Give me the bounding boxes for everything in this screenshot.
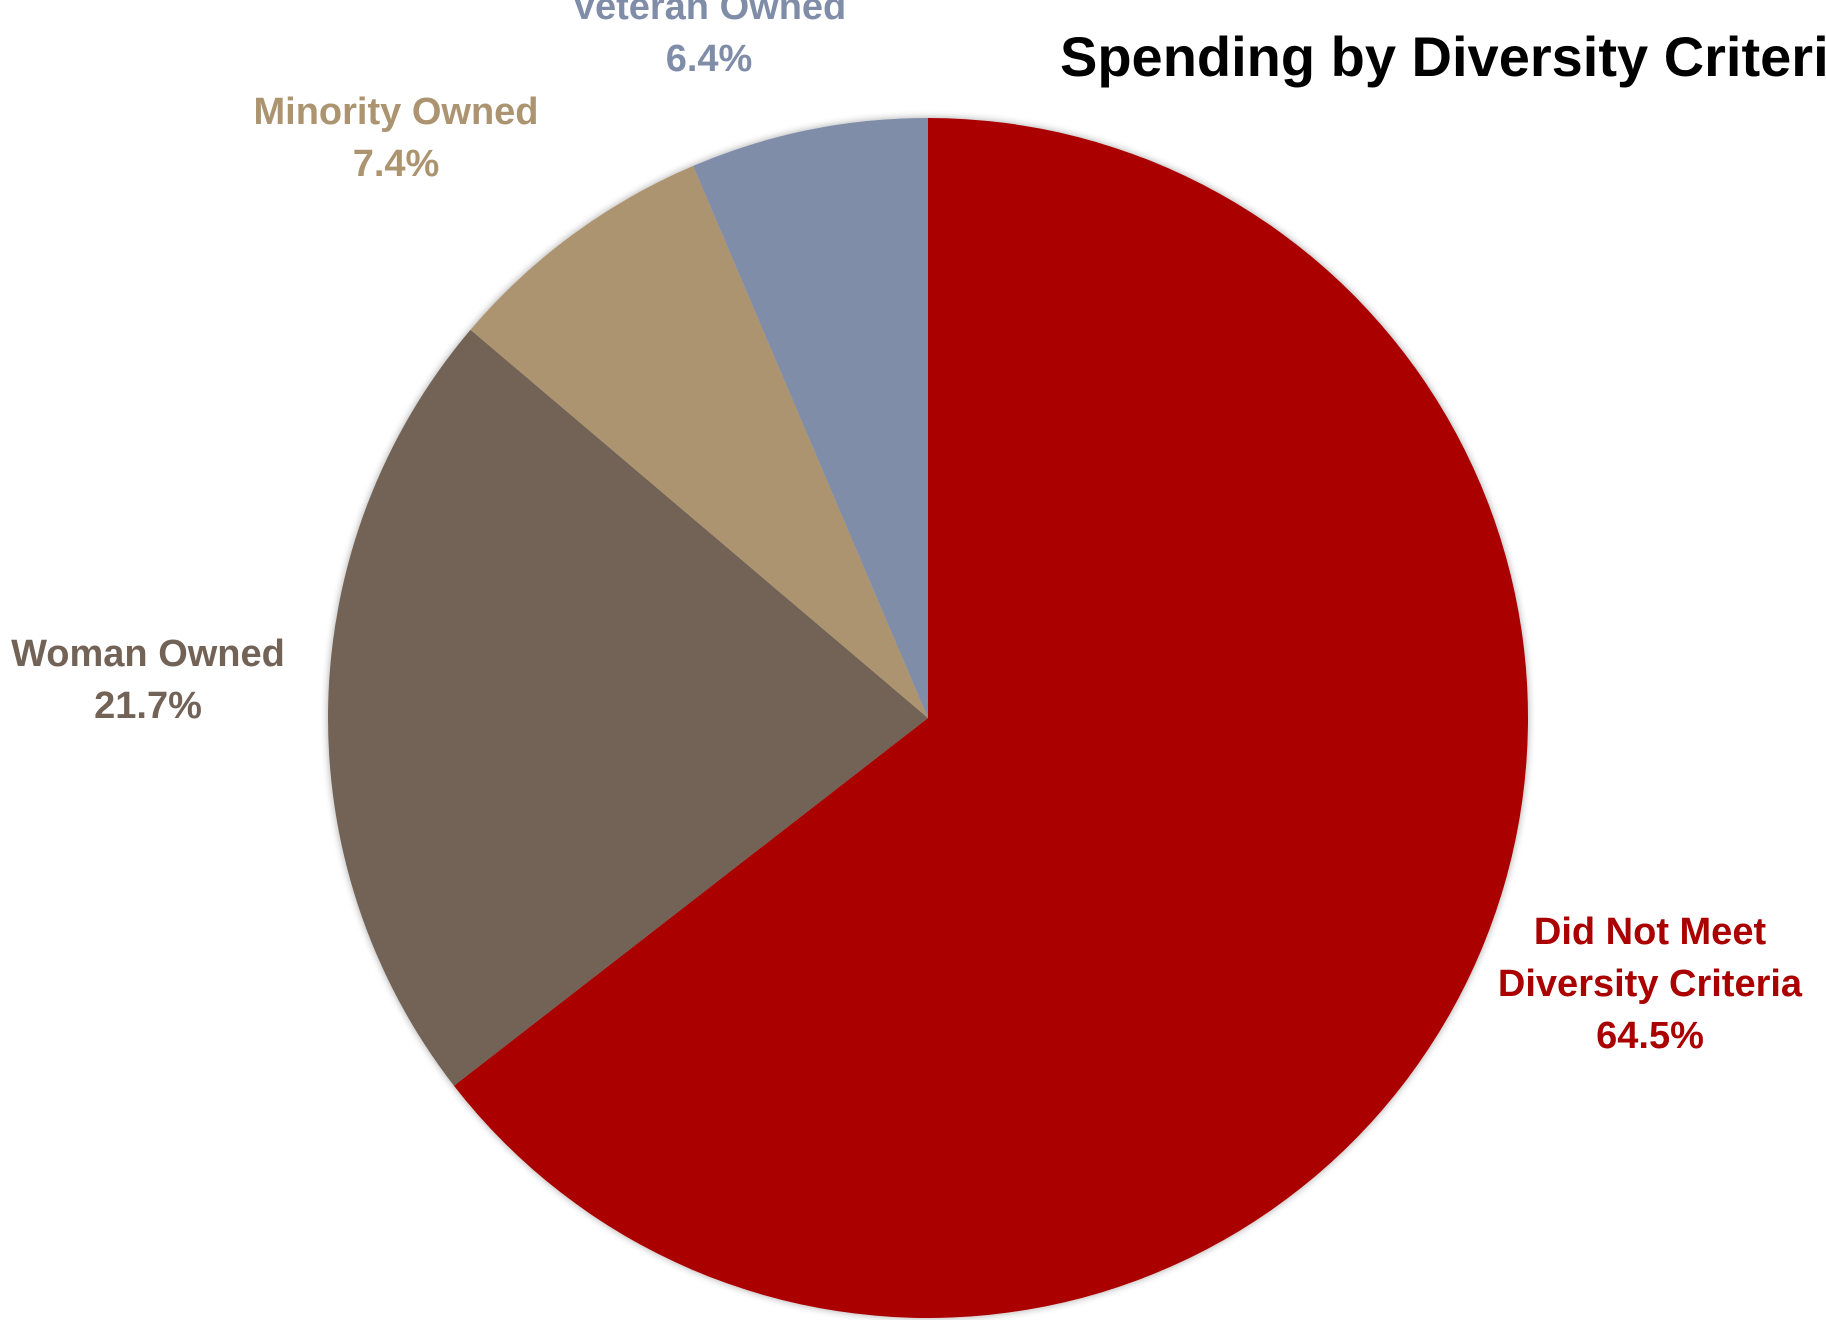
pie-slices: [328, 117, 1529, 1319]
chart-title: Spending by Diversity Criteria: [1060, 25, 1826, 88]
pie-slice-1: [328, 329, 928, 1086]
pie-slice-2: [470, 165, 928, 719]
slice-label-1: Woman Owned 21.7%: [11, 633, 285, 727]
slice-value-3: 6.4%: [666, 38, 753, 80]
slice-value-0: 64.5%: [1596, 1015, 1704, 1057]
pie-slice-3: [693, 118, 928, 718]
slice-label-3: Veteran Owned 6.4%: [572, 0, 847, 80]
slice-name-0-line-1: Diversity Criteria: [1498, 963, 1803, 1005]
slice-label-2: Minority Owned 7.4%: [254, 91, 539, 185]
slice-value-1: 21.7%: [94, 685, 202, 727]
slice-value-2: 7.4%: [353, 143, 440, 185]
slice-name-3-line-0: Veteran Owned: [572, 0, 847, 28]
pie-slice-0: [453, 117, 1529, 1319]
slice-name-0-line-0: Did Not Meet: [1534, 911, 1767, 953]
pie-labels: Did Not Meet Diversity Criteria 64.5% Woman…: [11, 0, 1803, 1057]
slice-label-0: Did Not Meet Diversity Criteria 64.5%: [1498, 911, 1803, 1057]
slice-name-1-line-0: Woman Owned: [11, 633, 285, 675]
slice-name-2-line-0: Minority Owned: [254, 91, 539, 133]
